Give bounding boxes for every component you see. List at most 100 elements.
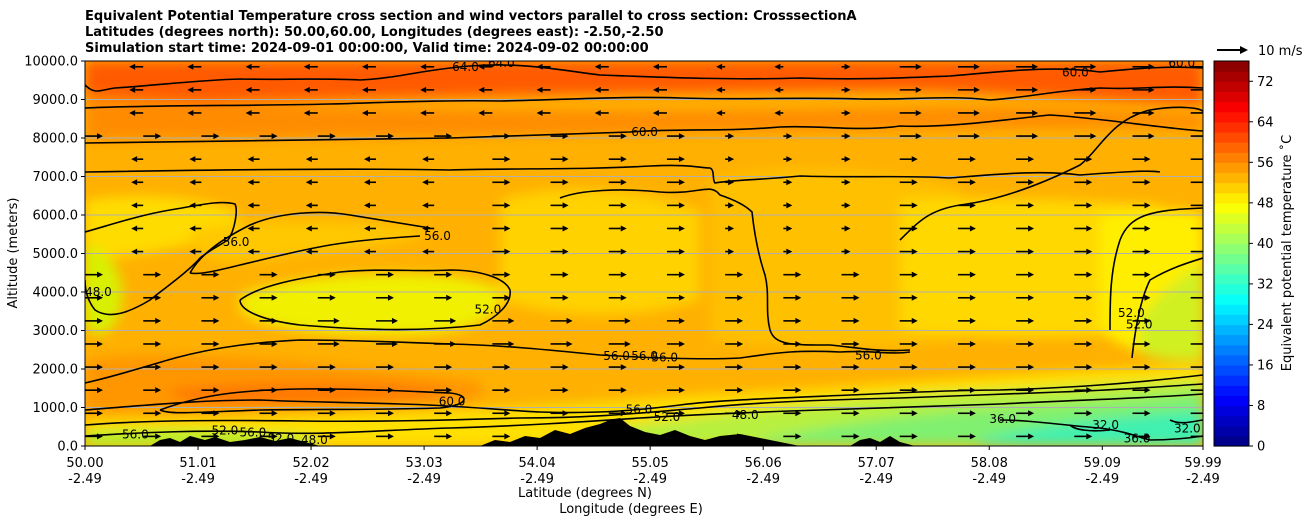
wind-arrow-head [247, 156, 254, 163]
contour-line-56-center [559, 188, 911, 352]
wind-arrow-head [1144, 433, 1151, 440]
colorbar-level [1214, 253, 1249, 265]
wind-arrow-head [155, 364, 162, 371]
wind-arrow-head [478, 109, 485, 116]
wind-arrow-head [728, 133, 735, 140]
wind-arrow-head [1090, 133, 1097, 140]
wind-arrow-head [129, 86, 136, 93]
wind-arrow-head [305, 179, 312, 186]
wind-arrow-head [915, 63, 922, 70]
wind-arrow-head [1086, 410, 1093, 417]
wind-arrow-head [678, 317, 685, 324]
wind-arrow-head [1086, 317, 1093, 324]
wind-arrow-head [1028, 364, 1035, 371]
wind-arrow-head [853, 433, 860, 440]
wind-arrow-head [1144, 340, 1151, 347]
contour-line-52-right [1109, 207, 1203, 331]
colorbar-level [1214, 395, 1249, 407]
wind-arrow-head [566, 340, 573, 347]
contour-label: 48.0 [732, 408, 759, 422]
wind-arrow-head [329, 133, 336, 140]
colorbar-tick-label: 40 [1257, 237, 1274, 252]
wind-arrow-head [97, 410, 103, 417]
x-tick-label-lon: -2.49 [294, 472, 328, 487]
wind-arrow-head [624, 340, 631, 347]
wind-arrow-head [213, 364, 220, 371]
wind-arrow-head [213, 133, 220, 140]
wind-arrow-head [678, 410, 685, 417]
wind-arrow-head [1202, 202, 1203, 209]
wind-arrow-head [1028, 340, 1035, 347]
wind-arrow-head [155, 387, 162, 394]
colorbar-level [1214, 91, 1249, 103]
wind-arrow-head [620, 156, 627, 163]
wind-arrow-head [1144, 387, 1151, 394]
contour-label: 64.0 [488, 56, 515, 70]
wind-arrow-head [1144, 225, 1151, 232]
terrain-center [480, 418, 800, 446]
contour-lines [85, 64, 1203, 441]
contour-line-52-blob [239, 269, 511, 331]
wind-arrow-head [915, 133, 922, 140]
contour-line-7000 [85, 164, 1161, 184]
wind-arrow-head [420, 63, 427, 70]
wind-arrow-head [795, 271, 802, 278]
wind-arrow-head [1086, 294, 1093, 301]
contour-label: 64.0 [452, 60, 479, 74]
wind-arrow-head [420, 86, 427, 93]
wind-arrow-head [446, 387, 453, 394]
wind-vectors [85, 63, 1203, 440]
contour-label: 52.0 [654, 410, 681, 424]
wind-arrow-head [678, 387, 685, 394]
wind-arrow-head [969, 248, 976, 255]
wind-arrow-head [1202, 248, 1203, 255]
y-tick-label: 9000.0 [33, 93, 79, 108]
colorbar-level [1214, 294, 1249, 305]
wind-arrow-head [795, 410, 802, 417]
wind-arrow-head [844, 133, 851, 140]
wind-arrow-head [450, 340, 457, 347]
wind-arrow-head [716, 86, 723, 93]
title-line-1: Equivalent Potential Temperature cross s… [85, 9, 857, 24]
wind-arrow-head [652, 63, 659, 70]
wind-arrow-head [329, 433, 336, 440]
wind-arrow-head [504, 433, 511, 440]
contour-line-56-right [899, 106, 1203, 241]
wind-arrow-head [737, 340, 744, 347]
colorbar-level [1214, 273, 1249, 285]
wind-arrow-head [853, 271, 860, 278]
wind-arrow-head [446, 294, 453, 301]
wind-arrow-head [562, 225, 569, 232]
wind-arrow-head [844, 109, 851, 116]
wind-arrow-head [1028, 156, 1035, 163]
wind-arrow-head [973, 63, 980, 70]
wind-arrow-head [1202, 317, 1203, 324]
wind-arrow-head [1028, 433, 1035, 440]
wind-arrow-head [678, 294, 685, 301]
x-tick-label-lat: 59.99 [1184, 456, 1221, 471]
wind-arrow-head [1028, 387, 1035, 394]
y-tick-label: 2000.0 [33, 363, 79, 378]
quiver-key: 10 m/s [1217, 44, 1303, 59]
contour-label: 56.0 [855, 349, 882, 363]
wind-arrow-head [1144, 410, 1151, 417]
colorbar-label: Equivalent potential temperature ˚C [1279, 135, 1295, 371]
contour-label: 36.0 [1124, 431, 1151, 445]
colorbar-level [1214, 243, 1249, 255]
y-tick-label: 0.0 [57, 440, 78, 455]
wind-arrow-head [1144, 179, 1151, 186]
wind-arrow-head [1202, 179, 1203, 186]
x-tick-label-lon: -2.49 [633, 472, 667, 487]
wind-arrow-head [728, 156, 735, 163]
wind-arrow-head [728, 225, 735, 232]
wind-arrow-head [97, 340, 103, 347]
x-tick-label-lon: -2.49 [1085, 472, 1119, 487]
wind-arrow-head [303, 109, 310, 116]
wind-arrow-head [620, 179, 627, 186]
wind-arrow-head [504, 225, 511, 232]
contour-line-56-mid [85, 339, 911, 384]
wind-arrow-head [1202, 156, 1203, 163]
wind-arrow-head [1086, 225, 1093, 232]
wind-arrow-head [155, 433, 162, 440]
y-tick-label: 8000.0 [33, 132, 79, 147]
